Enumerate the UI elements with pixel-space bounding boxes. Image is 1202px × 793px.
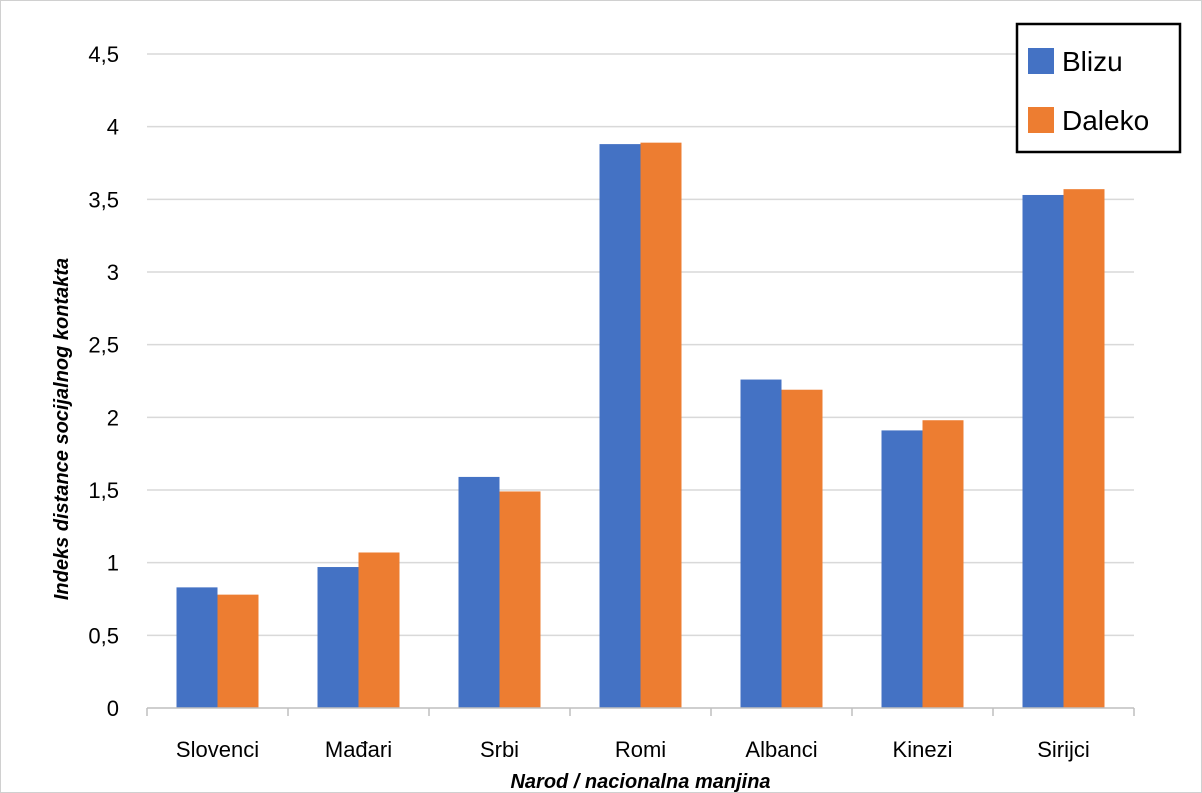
bar-blizu-5 xyxy=(881,430,923,708)
bar-daleko-2 xyxy=(499,491,541,708)
x-tick-label: Sirijci xyxy=(1037,737,1090,762)
x-tick-label: Albanci xyxy=(745,737,817,762)
y-tick-label: 1,5 xyxy=(88,478,119,503)
y-tick-label: 3,5 xyxy=(88,187,119,212)
axes xyxy=(146,707,1135,716)
x-tick-label: Mađari xyxy=(325,737,392,762)
legend-swatch-daleko xyxy=(1028,107,1054,133)
y-axis-title: Indeks distance socijalnog kontakta xyxy=(51,258,73,600)
y-tick-label: 0,5 xyxy=(88,623,119,648)
x-tick-label: Romi xyxy=(615,737,666,762)
y-tick-label: 4 xyxy=(107,115,119,140)
bar-daleko-6 xyxy=(1063,189,1105,708)
bar-blizu-2 xyxy=(458,476,500,708)
bar-blizu-4 xyxy=(740,379,782,708)
x-tick-label: Srbi xyxy=(480,737,519,762)
tick-labels: 0 0,5 1 1,5 2 2,5 3 3,5 4 4,5 Slovenci Mađari Srbi Ro… xyxy=(88,42,1089,762)
bar-blizu-6 xyxy=(1022,194,1064,708)
bar-daleko-3 xyxy=(640,142,682,709)
bar-blizu-1 xyxy=(317,567,359,708)
y-tick-label: 3 xyxy=(107,260,119,285)
legend: Blizu Daleko xyxy=(1015,22,1182,154)
y-tick-label: 2 xyxy=(107,405,119,430)
bar-daleko-1 xyxy=(358,552,400,708)
bar-daleko-5 xyxy=(922,420,964,708)
legend-swatch-blizu xyxy=(1028,48,1054,74)
y-tick-label: 1 xyxy=(107,551,119,576)
y-tick-label: 4,5 xyxy=(88,42,119,67)
bars xyxy=(176,142,1105,709)
bar-daleko-4 xyxy=(781,389,823,708)
legend-label-blizu: Blizu xyxy=(1062,46,1123,77)
legend-label-daleko: Daleko xyxy=(1062,105,1149,136)
y-tick-label: 2,5 xyxy=(88,333,119,358)
bar-blizu-0 xyxy=(176,587,218,708)
bar-daleko-0 xyxy=(217,594,259,708)
x-tick-label: Slovenci xyxy=(176,737,259,762)
x-axis-title: Narod / nacionalna manjina xyxy=(510,771,770,793)
y-tick-label: 0 xyxy=(107,696,119,721)
x-tick-label: Kinezi xyxy=(893,737,953,762)
bar-blizu-3 xyxy=(599,144,641,708)
